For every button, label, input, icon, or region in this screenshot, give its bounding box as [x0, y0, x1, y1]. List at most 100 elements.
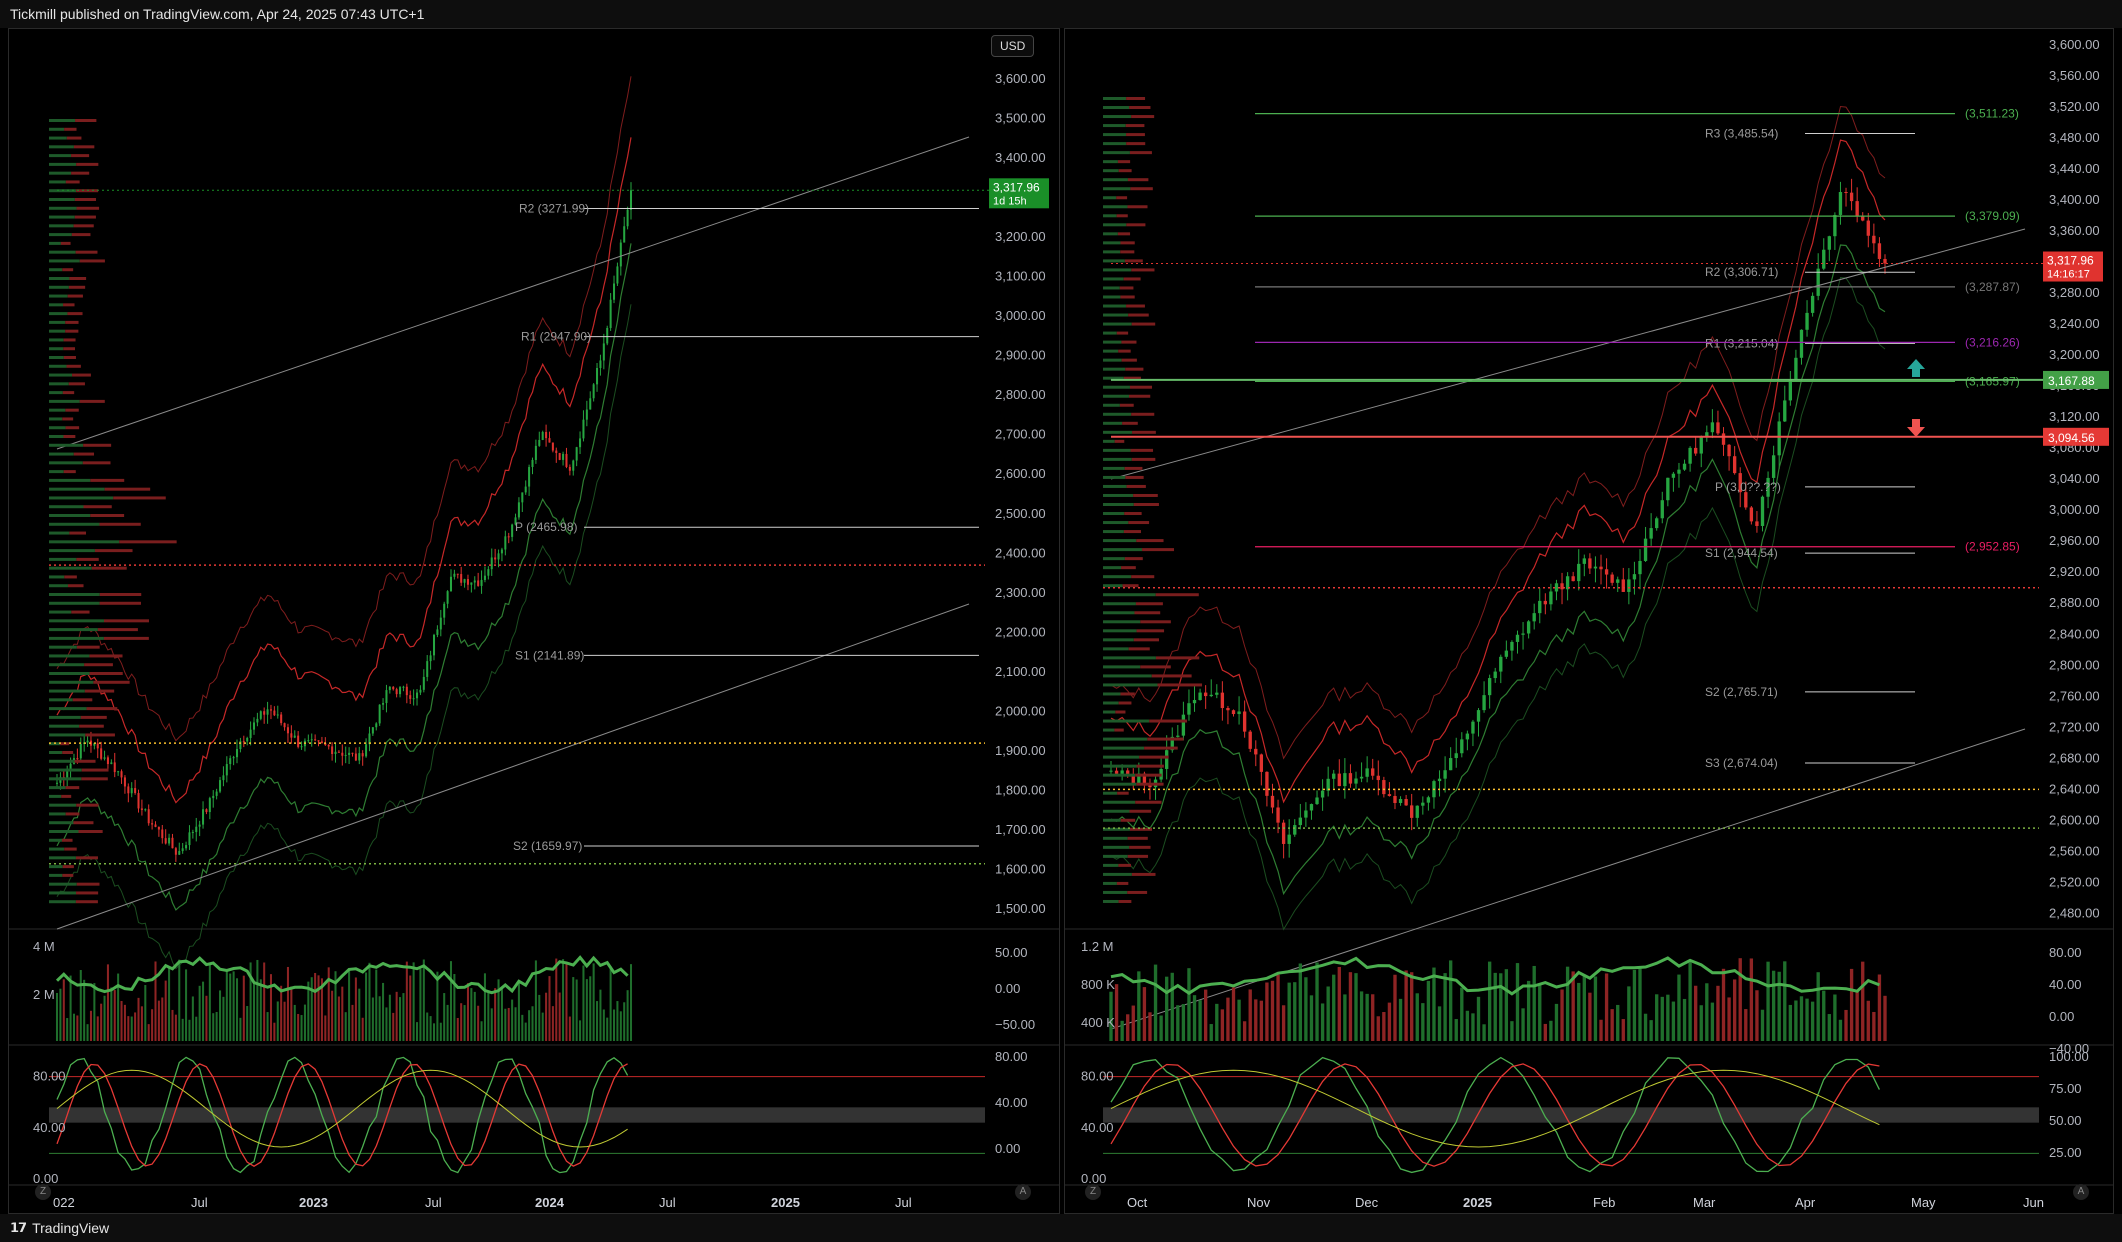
outer-lower-band-line [1110, 276, 1886, 931]
volume-bar [266, 1012, 269, 1041]
volume-profile-bar [1103, 232, 1118, 236]
candle [1554, 583, 1559, 592]
volume-profile-bar [1129, 809, 1152, 813]
candle [1755, 521, 1759, 526]
volume-profile-bar [49, 461, 83, 465]
volume-profile-bar [1103, 764, 1137, 768]
midband-rect [1103, 1107, 2039, 1123]
volume-bar [1131, 1005, 1135, 1041]
volume-profile-bar [49, 601, 100, 605]
volume-profile-bar [1103, 728, 1115, 732]
auto-scale-a-button[interactable]: A [1015, 1184, 1031, 1200]
volume-left-axis-label: 2 M [33, 987, 55, 1002]
volume-bar [1209, 1024, 1213, 1041]
volume-bar [1515, 963, 1520, 1041]
volume-profile-bar [67, 584, 84, 588]
volume-bar [1526, 980, 1531, 1041]
volume-profile-bar [49, 435, 64, 438]
volume-profile-bar [1147, 737, 1184, 741]
candle [1309, 804, 1314, 811]
volume-profile-bar [49, 391, 63, 395]
volume-profile-bar [1127, 205, 1148, 209]
right-chart-svg[interactable]: 3,600.00 3,560.00 3,520.00 3,480.00 3,440.00… [1065, 29, 2113, 1213]
midband-rect [49, 1107, 985, 1123]
candle [1376, 775, 1380, 781]
pivot-label: R3 (3,485.54) [1705, 127, 1778, 141]
auto-scale-a-button[interactable]: A [2073, 1184, 2089, 1200]
volume-profile-bar [79, 724, 104, 728]
volume-bar [320, 978, 323, 1041]
volume-bar [1788, 1004, 1793, 1041]
volume-profile-bar [49, 803, 77, 807]
volume-bar [606, 1017, 609, 1041]
price-axis-label: 2,500.00 [995, 506, 1046, 521]
volume-bar [1827, 1014, 1831, 1041]
volume-bar [1766, 961, 1770, 1041]
left-chart-panel[interactable]: 3,600.003,500.003,400.003,300.003,200.00… [8, 28, 1060, 1214]
volume-bar [140, 1006, 143, 1041]
volume-bar [337, 996, 340, 1041]
volume-bar [599, 989, 602, 1041]
volume-bar [256, 959, 259, 1041]
volume-profile-bar [1140, 665, 1171, 669]
volume-oscillator-line [1110, 956, 1880, 996]
time-axis-label: Jul [191, 1195, 208, 1210]
volume-profile-bar [1103, 187, 1131, 191]
time-axis-label: Dec [1355, 1195, 1379, 1210]
volume-profile-bar [1103, 376, 1124, 380]
candle [511, 524, 514, 537]
right-chart-panel[interactable]: 3,600.00 3,560.00 3,520.00 3,480.00 3,440.00… [1064, 28, 2114, 1214]
candle [1655, 518, 1659, 529]
candle [93, 743, 96, 746]
candle [1454, 753, 1458, 759]
volume-left-axis-label: 800 K [1081, 977, 1115, 992]
volume-profile-bar [1103, 448, 1131, 452]
volume-bar [446, 1004, 449, 1041]
volume-profile-bar [1116, 196, 1128, 200]
left-chart-svg[interactable]: 3,600.003,500.003,400.003,300.003,200.00… [9, 29, 1059, 1213]
volume-bar [198, 985, 201, 1041]
auto-scale-z-button[interactable]: Z [35, 1184, 51, 1200]
candle [246, 737, 249, 742]
volume-bar [405, 961, 408, 1041]
volume-bar [623, 1002, 626, 1041]
candle [127, 786, 130, 794]
volume-bar [344, 1012, 347, 1041]
auto-scale-z-button[interactable]: Z [1085, 1184, 1101, 1200]
volume-profile-bar [75, 250, 98, 254]
volume-profile-bar [65, 426, 80, 430]
candle [1426, 797, 1431, 803]
volume-bar [429, 1016, 432, 1041]
volume-bar [1337, 966, 1341, 1041]
volume-bar [1471, 1013, 1475, 1041]
volume-bar [388, 994, 391, 1041]
volume-profile-bar [49, 399, 80, 403]
tradingview-logo-icon[interactable]: 𝟭𝟳 [10, 1220, 27, 1235]
volume-profile-bar [1140, 620, 1171, 624]
stoch-slow-line [1110, 1069, 1880, 1148]
candle [1131, 776, 1135, 784]
volume-profile-bar [1129, 106, 1151, 110]
candle [1866, 220, 1870, 236]
price-axis-label: 1,700.00 [995, 822, 1046, 837]
volume-profile-bar [63, 347, 76, 351]
stoch-slow-line [56, 1069, 628, 1148]
price-axis-label: 3,500.00 [995, 110, 1046, 125]
volume-bar [134, 1012, 137, 1041]
volume-profile-bar [1103, 196, 1117, 200]
volume-profile-bar [1117, 160, 1131, 164]
currency-button[interactable]: USD [991, 35, 1035, 57]
candle [589, 398, 592, 410]
volume-profile-bar [1103, 277, 1124, 281]
volume-bar [392, 1012, 395, 1041]
volume-bar [239, 1017, 242, 1041]
footer-brand[interactable]: TradingView [32, 1220, 110, 1236]
volume-bar [412, 962, 415, 1041]
volume-profile-bar [1122, 584, 1139, 588]
trend-channel-line [1110, 228, 2026, 480]
volume-profile-bar [1118, 863, 1131, 867]
candle [1359, 776, 1364, 779]
candle [1549, 591, 1553, 605]
time-axis-label: 2025 [1463, 1195, 1492, 1210]
stoch-right-axis-label: 50.00 [2049, 1113, 2082, 1128]
